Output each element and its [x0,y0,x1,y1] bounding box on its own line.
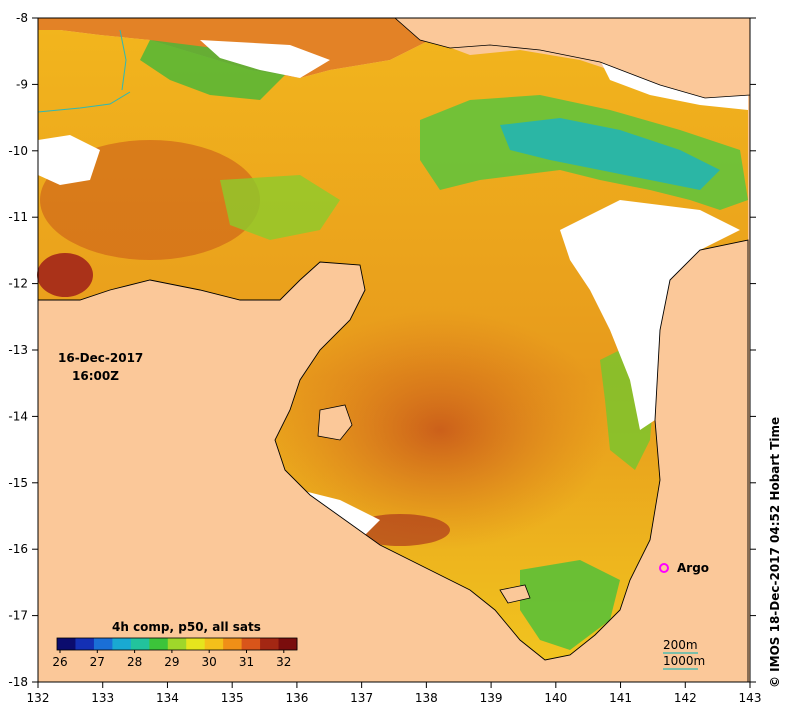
lon-tick-label: 136 [285,691,308,705]
colorbar-swatch [130,638,150,650]
no-data-west [38,135,100,185]
lon-tick-label: 137 [350,691,373,705]
time-label: 16:00Z [72,369,119,383]
land-mornington-island [499,584,531,604]
colorbar-swatch [112,638,132,650]
lat-tick-label: -13 [8,343,28,357]
lat-tick-label: -16 [8,542,28,556]
colorbar-swatch [241,638,261,650]
lat-tick-label: -14 [8,409,28,423]
longitude-axis: 132 133 134 135 136 137 138 139 140 141 142 143 [27,682,762,705]
colorbar-swatches [57,638,298,650]
colorbar: 4h comp, p50, all sats 26 27 28 29 30 31 32 [52,620,298,669]
lon-tick-label: 133 [91,691,114,705]
lon-tick-label: 142 [674,691,697,705]
colorbar-tick-label: 30 [202,655,217,669]
colorbar-tick-label: 32 [276,655,291,669]
colorbar-frame [56,637,298,651]
lat-tick-label: -9 [16,77,28,91]
colorbar-tick-label: 28 [127,655,142,669]
colorbar-swatch [278,638,298,650]
colorbar-tick-label: 31 [239,655,254,669]
lon-tick-label: 135 [221,691,244,705]
depth-legend-200-label: 200m [663,638,698,652]
depth-legend-1000-label: 1000m [663,654,705,668]
colorbar-tick-label: 27 [90,655,105,669]
no-data-east [560,200,740,430]
depth-contour-200 [37,91,131,113]
colorbar-tick-label: 29 [164,655,179,669]
sst-cool-west [220,175,340,240]
sst-warm-core [270,310,610,550]
lat-tick-label: -8 [16,11,28,25]
colorbar-tick-label: 26 [52,655,67,669]
depth-contour-1000 [119,29,127,91]
colorbar-ticks: 26 27 28 29 30 31 32 [52,650,291,669]
lon-tick-label: 138 [415,691,438,705]
latitude-axis: -8 -9 -10 -11 -12 -13 -14 -15 -16 -17 -18 [8,11,756,689]
land-arnhem [37,239,749,683]
colorbar-swatch [204,638,224,650]
lon-tick-label: 139 [480,691,503,705]
sst-warm-band [40,140,260,260]
lon-tick-label: 141 [609,691,632,705]
colorbar-swatch [75,638,95,650]
argo-label: Argo [677,561,709,575]
sst-cool-northwest [140,40,290,100]
date-label: 16-Dec-2017 [58,351,143,365]
lat-tick-label: -15 [8,476,28,490]
lon-tick-label: 140 [544,691,567,705]
colorbar-title: 4h comp, p50, all sats [112,620,261,634]
colorbar-swatch [186,638,206,650]
lat-tick-label: -18 [8,675,28,689]
lon-tick-label: 132 [27,691,50,705]
colorbar-swatch [260,638,280,650]
sst-cold-patch [500,118,720,190]
depth-legend: 200m 1000m [663,638,705,670]
land-groote-eylandt [317,404,353,441]
sst-hot-spot-west [37,253,93,297]
credit-line: © IMOS 18-Dec-2017 04:52 Hobart Time [768,417,782,688]
argo-marker[interactable] [659,563,669,573]
no-data-north [200,40,330,78]
colorbar-swatch [223,638,243,650]
colorbar-swatch [167,638,187,650]
lat-tick-label: -12 [8,277,28,291]
colorbar-swatch [57,638,76,650]
map-plot: Argo 16-Dec-2017 16:00Z 200m 1000m 4h co… [37,17,751,683]
lat-tick-label: -17 [8,609,28,623]
lon-tick-label: 134 [156,691,179,705]
lon-tick-label: 143 [739,691,762,705]
colorbar-swatch [149,638,169,650]
lat-tick-label: -11 [8,210,28,224]
colorbar-swatch [93,638,113,650]
lat-tick-label: -10 [8,144,28,158]
sst-cool-southeast [520,560,620,650]
